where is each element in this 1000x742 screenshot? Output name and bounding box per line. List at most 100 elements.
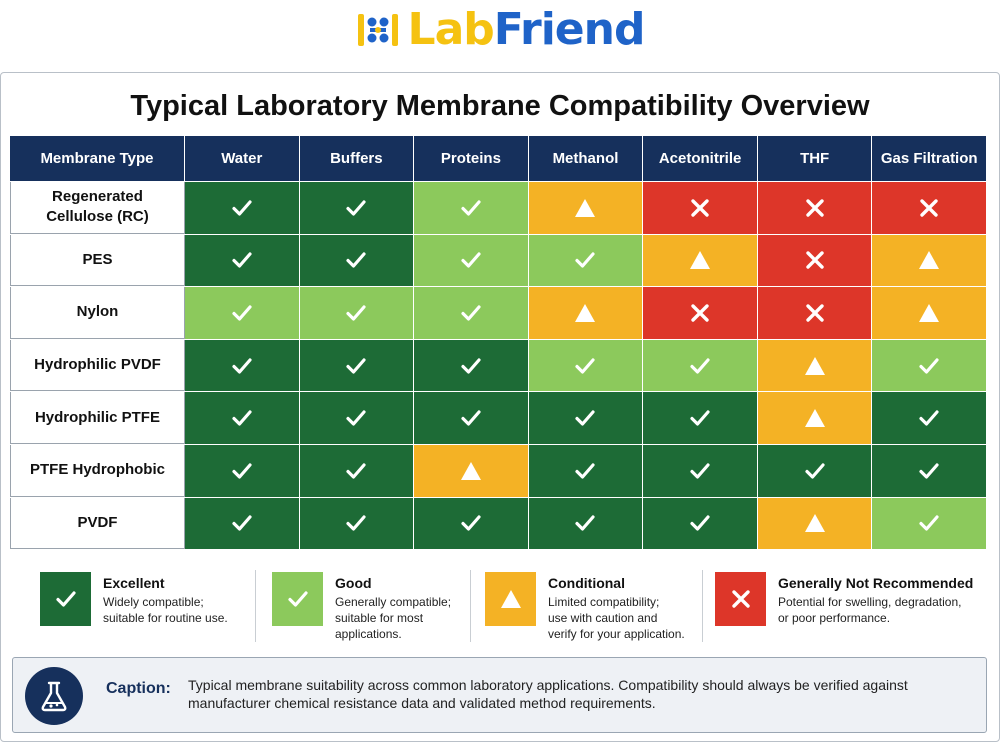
compatibility-cell-not bbox=[643, 182, 758, 234]
compatibility-cell-excellent bbox=[299, 339, 415, 392]
compatibility-cell-excellent bbox=[872, 392, 988, 444]
membrane-type-label: PTFE Hydrophobic bbox=[10, 444, 185, 497]
compatibility-cell-good bbox=[872, 339, 988, 392]
check-icon bbox=[346, 410, 366, 426]
membrane-type-label: Nylon bbox=[10, 287, 185, 339]
warning-triangle-icon bbox=[460, 461, 481, 480]
column-header: Methanol bbox=[528, 136, 644, 181]
check-icon bbox=[232, 515, 252, 531]
legend-description-line: Generally compatible; bbox=[335, 595, 452, 609]
check-icon bbox=[287, 591, 308, 607]
compatibility-cell-excellent bbox=[299, 234, 415, 287]
legend-description-line: or poor performance. bbox=[778, 611, 891, 625]
legend-description: Generally compatible; suitable for most ap… bbox=[335, 594, 451, 642]
compatibility-cell-not bbox=[757, 234, 873, 287]
legend-description-line: use with caution and bbox=[548, 611, 658, 625]
compatibility-cell-excellent bbox=[184, 339, 300, 392]
legend-description-line: suitable for routine use. bbox=[103, 611, 228, 625]
compatibility-cell-excellent bbox=[643, 444, 758, 497]
compatibility-cell-conditional bbox=[872, 287, 988, 339]
legend-title: Good bbox=[335, 575, 372, 591]
check-icon bbox=[690, 515, 710, 531]
check-icon bbox=[232, 252, 252, 268]
x-icon bbox=[805, 304, 824, 322]
check-icon bbox=[346, 463, 366, 479]
compatibility-cell-not bbox=[643, 287, 758, 339]
compatibility-cell-excellent bbox=[299, 497, 415, 550]
compatibility-cell-conditional bbox=[414, 444, 529, 497]
table-row: PTFE Hydrophobic bbox=[10, 443, 988, 497]
legend: Excellent Widely compatible; suitable for … bbox=[40, 568, 980, 646]
legend-divider bbox=[470, 570, 471, 642]
check-icon bbox=[55, 591, 76, 607]
legend-item-not: Generally Not Recommended Potential for s… bbox=[715, 568, 973, 646]
check-icon bbox=[461, 515, 481, 531]
check-icon bbox=[346, 357, 366, 374]
column-header: Membrane Type bbox=[10, 136, 185, 181]
compatibility-cell-excellent bbox=[299, 392, 415, 444]
column-header: Acetonitrile bbox=[643, 136, 758, 181]
compatibility-cell-excellent bbox=[528, 392, 644, 444]
x-icon bbox=[805, 251, 824, 270]
compatibility-cell-good bbox=[528, 339, 644, 392]
compatibility-cell-excellent bbox=[414, 497, 529, 550]
compatibility-cell-excellent bbox=[643, 392, 758, 444]
x-icon bbox=[805, 199, 824, 217]
membrane-type-label: Hydrophilic PVDF bbox=[10, 339, 185, 392]
compatibility-cell-conditional bbox=[757, 497, 873, 550]
check-icon bbox=[346, 515, 366, 531]
legend-item-good: Good Generally compatible; suitable for mo… bbox=[272, 568, 451, 646]
check-icon bbox=[805, 463, 825, 479]
column-header: Proteins bbox=[414, 136, 529, 181]
legend-description-line: applications. bbox=[335, 627, 402, 641]
warning-triangle-icon bbox=[919, 251, 940, 270]
compatibility-cell-excellent bbox=[184, 444, 300, 497]
compatibility-cell-good bbox=[414, 287, 529, 339]
warning-triangle-icon bbox=[690, 251, 711, 270]
compatibility-cell-excellent bbox=[184, 392, 300, 444]
legend-description: Potential for swelling, degradation, or p… bbox=[778, 594, 973, 626]
legend-divider bbox=[702, 570, 703, 642]
check-icon bbox=[346, 200, 366, 216]
compatibility-cell-conditional bbox=[643, 234, 758, 287]
check-icon bbox=[232, 305, 252, 321]
compatibility-cell-good bbox=[643, 339, 758, 392]
membrane-type-label: PVDF bbox=[10, 497, 185, 550]
check-icon bbox=[575, 410, 596, 426]
compatibility-cell-excellent bbox=[299, 182, 415, 234]
check-icon bbox=[232, 200, 252, 216]
warning-triangle-icon bbox=[804, 514, 825, 533]
compatibility-cell-good bbox=[528, 234, 644, 287]
warning-triangle-icon bbox=[575, 303, 596, 322]
check-icon bbox=[346, 252, 366, 268]
warning-triangle-icon bbox=[804, 409, 825, 428]
legend-item-excellent: Excellent Widely compatible; suitable for … bbox=[40, 568, 228, 646]
compatibility-cell-excellent bbox=[184, 497, 300, 550]
check-icon bbox=[919, 357, 939, 374]
flask-icon bbox=[25, 667, 83, 725]
warning-triangle-icon bbox=[575, 198, 596, 217]
legend-swatch bbox=[40, 572, 91, 626]
check-icon bbox=[461, 410, 481, 426]
legend-swatch bbox=[272, 572, 323, 626]
check-icon bbox=[575, 252, 596, 268]
check-icon bbox=[690, 357, 710, 374]
brand-logo: LabFriend bbox=[0, 4, 1000, 56]
caption-label: Caption: bbox=[106, 680, 171, 697]
check-icon bbox=[690, 463, 710, 479]
compatibility-cell-excellent bbox=[757, 444, 873, 497]
legend-item-conditional: Conditional Limited compatibility; use wit… bbox=[485, 568, 685, 646]
x-icon bbox=[920, 199, 938, 217]
compatibility-table: Membrane Type Water Buffers Proteins Methano… bbox=[10, 136, 988, 550]
compatibility-cell-excellent bbox=[299, 444, 415, 497]
check-icon bbox=[919, 463, 939, 479]
compatibility-cell-excellent bbox=[528, 444, 644, 497]
compatibility-cell-good bbox=[414, 182, 529, 234]
legend-description: Widely compatible; suitable for routine u… bbox=[103, 594, 228, 626]
compatibility-cell-good bbox=[299, 287, 415, 339]
membrane-type-label: PES bbox=[10, 234, 185, 287]
table-row: PVDF bbox=[10, 496, 988, 550]
check-icon bbox=[919, 515, 939, 531]
legend-title: Excellent bbox=[103, 575, 165, 591]
compatibility-cell-conditional bbox=[757, 339, 873, 392]
